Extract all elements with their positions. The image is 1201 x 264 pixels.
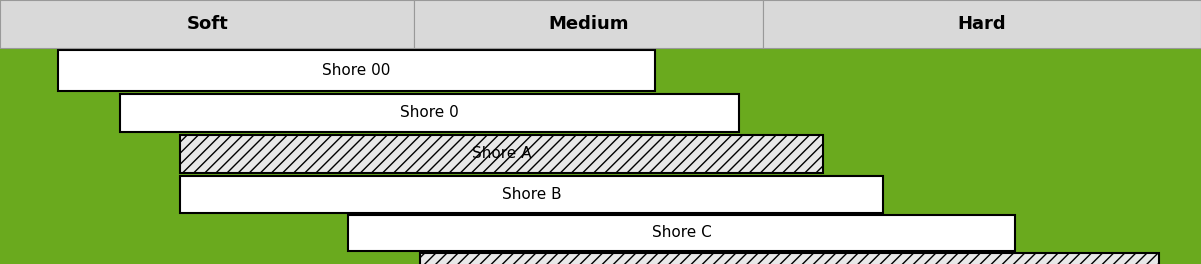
Bar bbox=[180, 176, 883, 213]
Text: Shore B: Shore B bbox=[502, 187, 561, 201]
Text: Shore 00: Shore 00 bbox=[322, 63, 390, 78]
Bar bbox=[348, 215, 1015, 251]
Text: Shore 0: Shore 0 bbox=[400, 105, 459, 120]
Bar bbox=[763, 0, 1201, 48]
Bar bbox=[0, 0, 414, 48]
Bar bbox=[58, 50, 655, 91]
Bar bbox=[414, 0, 763, 48]
Text: Shore C: Shore C bbox=[652, 225, 711, 241]
Text: Soft: Soft bbox=[186, 15, 228, 33]
Text: Medium: Medium bbox=[548, 15, 629, 33]
Bar bbox=[120, 94, 739, 132]
Bar bbox=[180, 135, 823, 173]
Bar bbox=[420, 253, 1159, 264]
Text: Hard: Hard bbox=[957, 15, 1006, 33]
Text: Shore A: Shore A bbox=[472, 146, 531, 161]
